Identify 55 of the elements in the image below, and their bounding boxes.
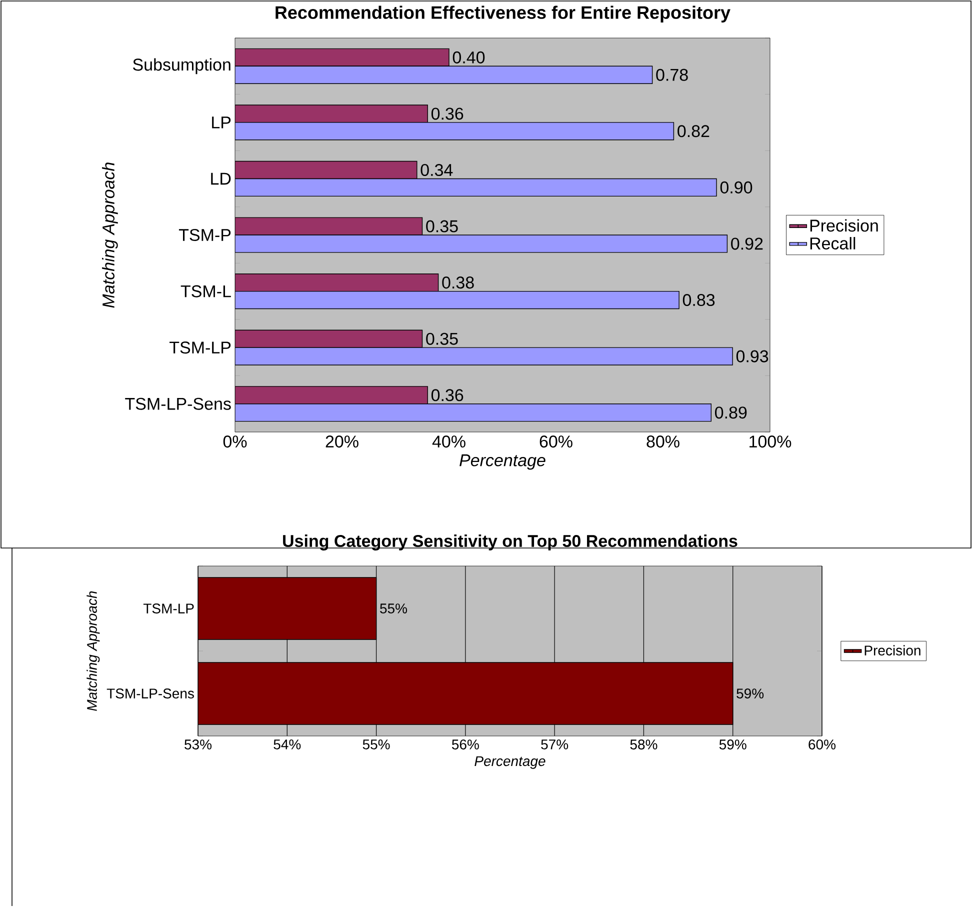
x-tick-label: 80%: [646, 436, 680, 448]
data-label: 0.78: [656, 68, 688, 81]
data-label: 0.82: [678, 125, 710, 138]
y-axis-title: Matching Approach: [102, 162, 118, 308]
chart-title: Using Category Sensitivity on Top 50 Recommendations: [283, 534, 738, 550]
x-tick-label: 20%: [326, 436, 358, 448]
data-label: 0.36: [431, 389, 464, 402]
y-tick-label: LD: [211, 172, 231, 185]
legend-label: Recall: [810, 237, 856, 250]
data-label: 0.89: [715, 406, 747, 419]
y-axis-title: Matching Approach: [86, 591, 100, 711]
x-tick-label: 55%: [362, 740, 390, 750]
y-tick-label: Subsumption: [133, 58, 230, 74]
x-axis-title: Percentage: [460, 454, 546, 470]
data-label: 55%: [380, 604, 408, 614]
data-label: 0.90: [720, 181, 752, 194]
legend-label: Precision: [864, 645, 920, 656]
bar: [235, 66, 653, 84]
x-tick-label: 53%: [184, 740, 212, 750]
data-label: 0.93: [736, 350, 768, 362]
y-tick-label: TSM-LP-Sens: [125, 398, 231, 410]
y-tick-label: LP: [212, 116, 231, 128]
bar: [235, 347, 733, 366]
x-tick-label: 59%: [719, 740, 746, 750]
data-label: 0.35: [426, 220, 458, 232]
x-tick-label: 54%: [274, 740, 301, 750]
bar: [235, 234, 728, 253]
x-tick-label: 58%: [630, 740, 658, 750]
data-label: 0.92: [731, 238, 763, 250]
bar: [235, 122, 674, 140]
y-tick-label: TSM-P: [178, 228, 231, 242]
x-tick-label: 57%: [541, 740, 568, 750]
data-label: 0.40: [452, 51, 485, 64]
data-label: 0.34: [420, 164, 453, 176]
chart-title: Recommendation Effectiveness for Entire Repository: [276, 6, 730, 22]
bar: [235, 178, 717, 197]
x-tick-label: 0%: [223, 436, 247, 448]
bar: [235, 404, 712, 422]
data-label: 0.83: [682, 294, 715, 306]
data-label: 0.36: [431, 108, 464, 120]
x-tick-label: 40%: [432, 436, 466, 448]
legend-label: Precision: [810, 219, 878, 232]
y-tick-label: TSM-LP-Sens: [106, 688, 194, 698]
x-tick-label: 56%: [452, 740, 479, 750]
x-axis-title: Percentage: [474, 756, 546, 769]
y-tick-label: TSM-L: [180, 285, 231, 298]
data-label: 0.38: [442, 276, 474, 289]
bar: [235, 290, 680, 310]
x-tick-label: 60%: [540, 436, 572, 448]
y-tick-label: TSM-LP: [143, 604, 194, 614]
data-label: 0.35: [426, 332, 458, 345]
data-label: 59%: [736, 688, 764, 698]
x-tick-label: 100%: [750, 436, 792, 448]
y-tick-label: TSM-LP: [170, 342, 231, 354]
x-tick-label: 60%: [808, 740, 836, 750]
